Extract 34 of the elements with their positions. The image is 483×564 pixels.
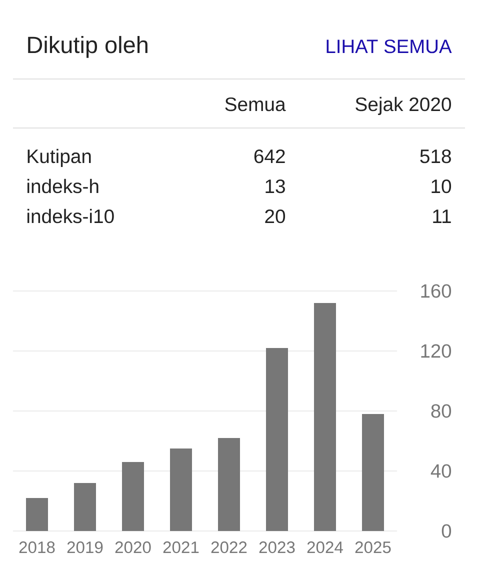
- data-label: 518: [420, 149, 451, 164]
- x-tick-label: 2021: [163, 541, 199, 554]
- x-tick-label: 2018: [19, 541, 55, 554]
- category-label: Kutipan: [28, 148, 91, 168]
- data-label: 642: [254, 149, 285, 164]
- bar: [74, 482, 96, 531]
- bar: [266, 348, 288, 531]
- data-label: 11: [433, 210, 451, 223]
- x-tick-label: 2020: [115, 541, 151, 554]
- bar: [26, 498, 48, 531]
- text: Semua: [225, 97, 286, 112]
- x-tick-label: 2024: [307, 541, 343, 554]
- data-label: 10: [432, 179, 452, 194]
- text: Dikutip oleh: [28, 36, 148, 58]
- x-tick-label: 2019: [67, 541, 103, 554]
- category-label: indeks-h: [27, 178, 98, 194]
- data-label: 13: [266, 179, 285, 194]
- y-tick-label: 80: [431, 404, 452, 418]
- category-label: indeks-i10: [27, 208, 114, 224]
- bar: [122, 462, 144, 531]
- text: Sejak 2020: [356, 96, 452, 116]
- bar: [362, 414, 384, 531]
- y-tick-label: 0: [442, 524, 452, 538]
- bar: [170, 448, 192, 531]
- x-tick-label: 2023: [259, 541, 295, 554]
- text: LIHAT SEMUA: [326, 40, 452, 54]
- y-tick-label: 160: [421, 284, 452, 298]
- x-tick-label: 2025: [355, 541, 391, 554]
- x-tick-label: 2022: [211, 541, 247, 554]
- bar: [218, 438, 240, 531]
- data-label: 20: [265, 209, 286, 224]
- bar: [314, 302, 336, 531]
- y-tick-label: 120: [421, 344, 452, 358]
- y-tick-label: 40: [430, 464, 452, 478]
